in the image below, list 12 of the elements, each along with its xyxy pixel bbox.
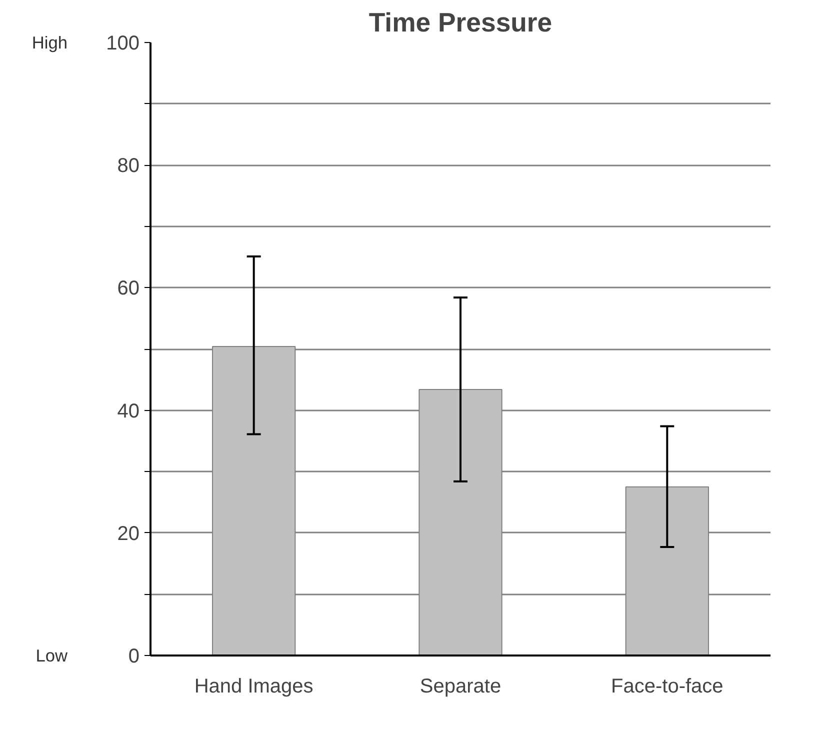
y-tick-label: 60	[117, 278, 140, 300]
y-tick-label: 0	[128, 646, 140, 668]
y-tick-label: 100	[106, 32, 140, 54]
text: High	[32, 32, 68, 52]
x-tick-label: Separate	[420, 676, 502, 698]
x-tick-label: Hand Images	[194, 676, 314, 698]
y-tick-label: 80	[117, 155, 140, 178]
y-tick-label: 40	[117, 400, 140, 422]
text: Low	[36, 646, 68, 666]
y-tick-label: 20	[117, 522, 140, 545]
chart-title: Time Pressure	[368, 8, 552, 38]
x-tick-label: Face-to-face	[611, 676, 724, 698]
